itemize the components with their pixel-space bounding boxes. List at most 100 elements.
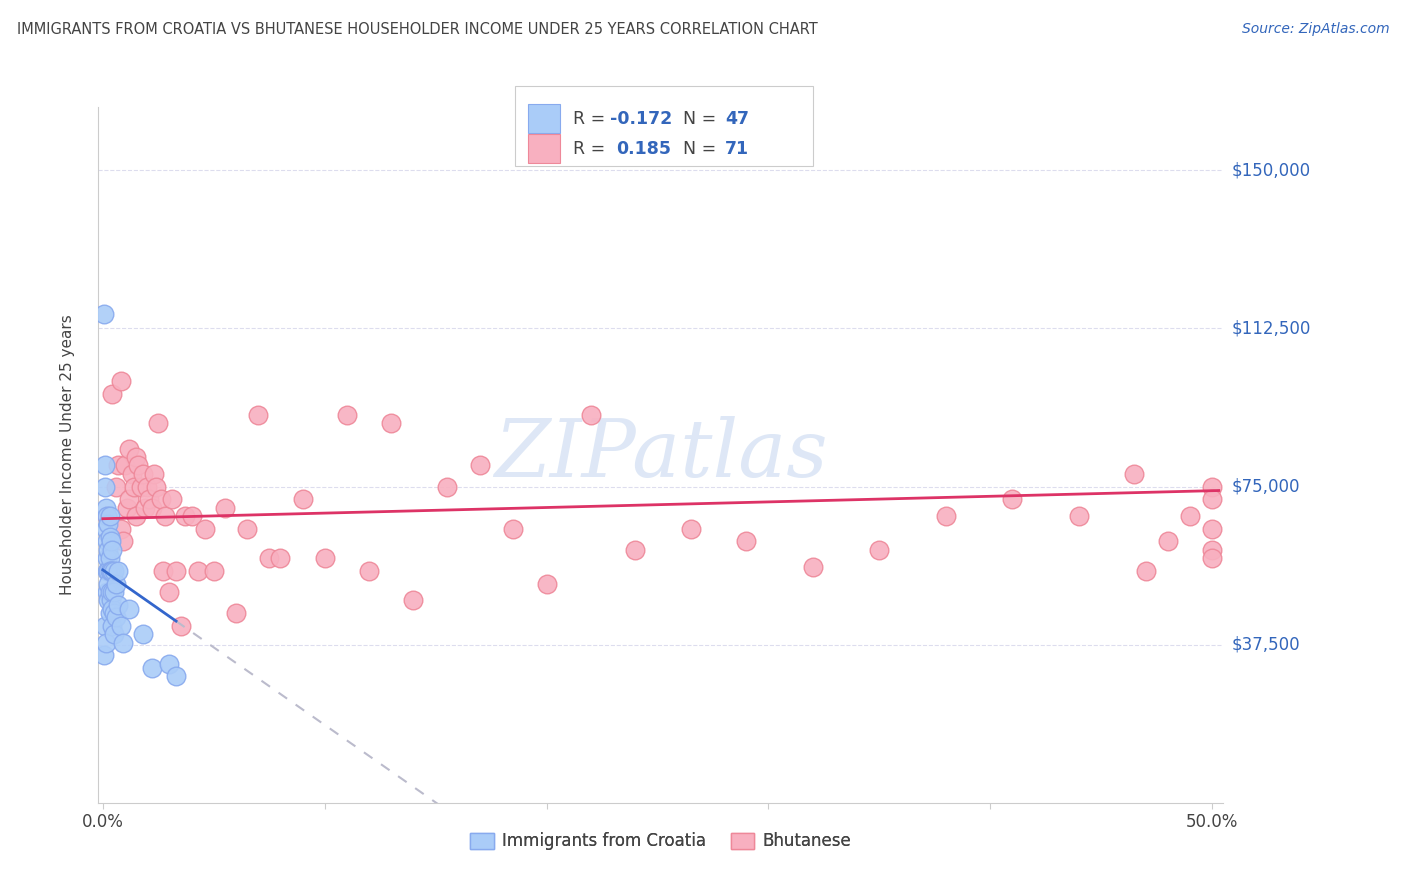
Point: [1157, 534, 1180, 549]
Point: [145, 479, 167, 493]
Point: [149, 492, 172, 507]
Point: [194, 522, 217, 536]
Point: [247, 408, 270, 422]
Point: [165, 564, 187, 578]
Text: Source: ZipAtlas.com: Source: ZipAtlas.com: [1241, 22, 1389, 37]
Point: [97, 517, 120, 532]
Point: [111, 635, 134, 649]
Point: [187, 564, 209, 578]
Point: [93, 307, 115, 321]
Point: [96, 585, 118, 599]
Point: [165, 669, 187, 683]
Point: [105, 576, 128, 591]
Point: [107, 598, 129, 612]
Point: [105, 479, 128, 493]
Point: [801, 559, 824, 574]
Point: [103, 606, 125, 620]
Text: $112,500: $112,500: [1232, 319, 1310, 337]
Point: [468, 458, 491, 473]
Point: [98, 509, 121, 524]
Point: [96, 564, 118, 578]
Point: [1001, 492, 1024, 507]
Point: [125, 509, 148, 524]
Point: [100, 618, 122, 632]
Point: [118, 602, 141, 616]
Point: [174, 509, 197, 524]
Point: [129, 479, 152, 493]
Point: [110, 618, 132, 632]
Legend: Immigrants from Croatia, Bhutanese: Immigrants from Croatia, Bhutanese: [464, 826, 858, 857]
Point: [1067, 509, 1090, 524]
Point: [100, 593, 122, 607]
Point: [100, 542, 122, 557]
Text: $37,500: $37,500: [1232, 636, 1301, 654]
Point: [118, 442, 141, 456]
Point: [93, 648, 115, 663]
Point: [1135, 564, 1157, 578]
Text: 0.185: 0.185: [616, 140, 671, 158]
Point: [110, 374, 132, 388]
Point: [1201, 551, 1223, 566]
Point: [96, 635, 118, 649]
Point: [935, 509, 957, 524]
Point: [579, 408, 602, 422]
Point: [96, 509, 118, 524]
Point: [868, 542, 890, 557]
Point: [122, 479, 145, 493]
Point: [291, 492, 314, 507]
Point: [225, 606, 247, 620]
Point: [624, 542, 647, 557]
Y-axis label: Householder Income Under 25 years: Householder Income Under 25 years: [60, 315, 75, 595]
Point: [1123, 467, 1146, 481]
Point: [336, 408, 359, 422]
Point: [103, 585, 125, 599]
Point: [96, 509, 118, 524]
Point: [98, 606, 121, 620]
Text: N =: N =: [672, 140, 721, 158]
Point: [436, 479, 458, 493]
Point: [100, 564, 122, 578]
Point: [107, 564, 129, 578]
Point: [679, 522, 702, 536]
Point: [100, 585, 122, 599]
Point: [110, 522, 132, 536]
Point: [1201, 479, 1223, 493]
Point: [94, 479, 117, 493]
Point: [100, 386, 122, 401]
Point: [118, 492, 141, 507]
Point: [148, 417, 170, 431]
Point: [134, 500, 156, 515]
Text: R =: R =: [574, 110, 610, 128]
Point: [152, 564, 174, 578]
Point: [98, 585, 121, 599]
Text: R =: R =: [574, 140, 616, 158]
Point: [96, 551, 118, 566]
Point: [132, 467, 155, 481]
Text: N =: N =: [672, 110, 721, 128]
Text: 71: 71: [725, 140, 749, 158]
Point: [97, 542, 120, 557]
FancyBboxPatch shape: [515, 87, 813, 166]
Text: $75,000: $75,000: [1232, 477, 1301, 496]
Point: [125, 450, 148, 464]
Point: [1201, 492, 1223, 507]
Point: [96, 534, 118, 549]
Point: [502, 522, 524, 536]
Point: [98, 530, 121, 544]
Point: [257, 551, 280, 566]
FancyBboxPatch shape: [529, 104, 560, 134]
Point: [96, 500, 118, 515]
Text: $150,000: $150,000: [1232, 161, 1310, 179]
Point: [127, 458, 149, 473]
Point: [97, 564, 120, 578]
Point: [735, 534, 758, 549]
Point: [153, 509, 176, 524]
Point: [359, 564, 381, 578]
Point: [269, 551, 291, 566]
FancyBboxPatch shape: [529, 134, 560, 163]
Point: [1201, 542, 1223, 557]
Point: [105, 610, 128, 624]
Point: [202, 564, 225, 578]
Point: [98, 564, 121, 578]
Point: [97, 593, 120, 607]
